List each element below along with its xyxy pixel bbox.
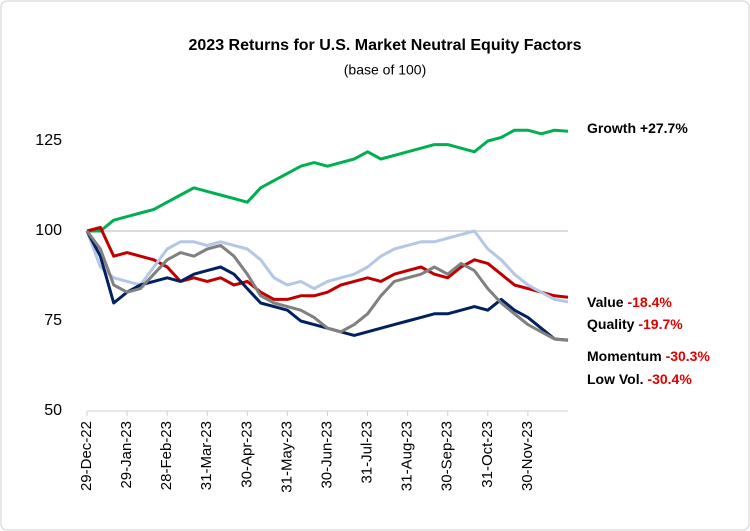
x-tick-label: 29-Dec-22: [78, 421, 95, 491]
series-change: -18.4%: [627, 294, 672, 310]
series-name: Momentum: [587, 348, 662, 364]
y-tick-label: 50: [44, 402, 62, 419]
y-tick-label: 100: [35, 222, 62, 239]
series-label: Quality -19.7%: [587, 316, 683, 332]
series-change: -19.7%: [638, 316, 683, 332]
series-name: Growth: [587, 120, 636, 136]
x-tick-label: 29-Jan-23: [118, 421, 135, 489]
series-change: +27.7%: [640, 120, 688, 136]
series-label: Value -18.4%: [587, 294, 672, 310]
series-line: [86, 225, 569, 301]
series-line: [87, 128, 569, 233]
y-tick-label: 75: [44, 312, 62, 329]
series-line: [85, 229, 569, 304]
series-change: -30.4%: [647, 371, 692, 387]
x-tick-label: 30-Sep-23: [439, 421, 456, 491]
x-tick-label: 31-May-23: [278, 421, 295, 493]
x-tick-label: 31-Mar-23: [198, 421, 215, 490]
x-tick-label: 31-Aug-23: [399, 421, 416, 491]
series-label: Momentum -30.3%: [587, 348, 710, 364]
y-tick-label: 125: [35, 132, 62, 149]
series-label: Low Vol. -30.4%: [587, 371, 692, 387]
x-tick-label: 30-Nov-23: [519, 421, 536, 491]
series-change: -30.3%: [666, 348, 711, 364]
x-tick-label: 28-Feb-23: [158, 421, 175, 490]
x-tick-label: 31-Jul-23: [359, 421, 376, 484]
series-line: [85, 230, 569, 342]
x-tick-label: 31-Oct-23: [479, 421, 496, 488]
series-name: Quality: [587, 316, 635, 332]
series-name: Low Vol.: [587, 371, 644, 387]
series-label: Growth +27.7%: [587, 120, 688, 136]
chart-title: 2023 Returns for U.S. Market Neutral Equ…: [189, 37, 582, 54]
series-name: Value: [587, 294, 624, 310]
x-tick-label: 30-Jun-23: [318, 421, 335, 489]
chart-subtitle: (base of 100): [344, 62, 427, 78]
x-tick-label: 30-Apr-23: [238, 421, 255, 488]
